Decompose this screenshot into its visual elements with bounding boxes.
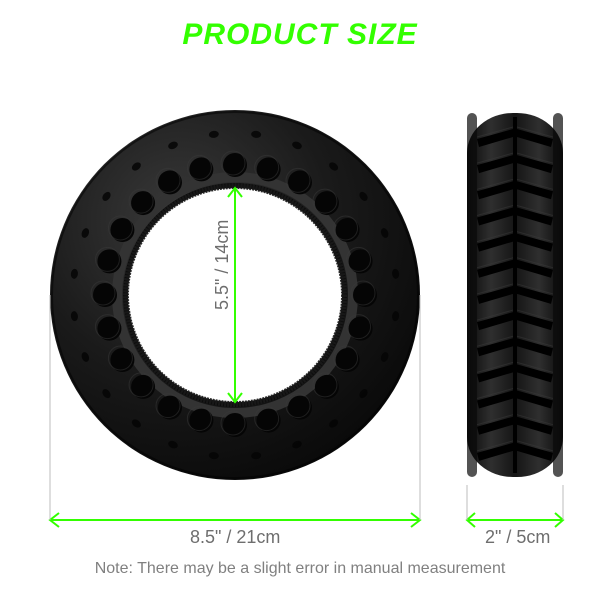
measurement-note: Note: There may be a slight error in man… bbox=[95, 560, 506, 578]
width-label: 2" / 5cm bbox=[485, 527, 550, 547]
inner-diameter-dimension: 5.5" / 14cm bbox=[212, 188, 242, 402]
inner-diameter-label: 5.5" / 14cm bbox=[212, 220, 232, 310]
outer-diameter-label: 8.5" / 21cm bbox=[190, 527, 280, 547]
width-dimension: 2" / 5cm bbox=[467, 485, 563, 547]
front-dimension-overlay: 5.5" / 14cm 8.5" / 21cm bbox=[50, 100, 480, 570]
side-dimension-overlay: 2" / 5cm bbox=[450, 100, 590, 570]
diagram-area: 5.5" / 14cm 8.5" / 21cm bbox=[0, 60, 600, 520]
page-title: PRODUCT SIZE bbox=[182, 18, 417, 52]
